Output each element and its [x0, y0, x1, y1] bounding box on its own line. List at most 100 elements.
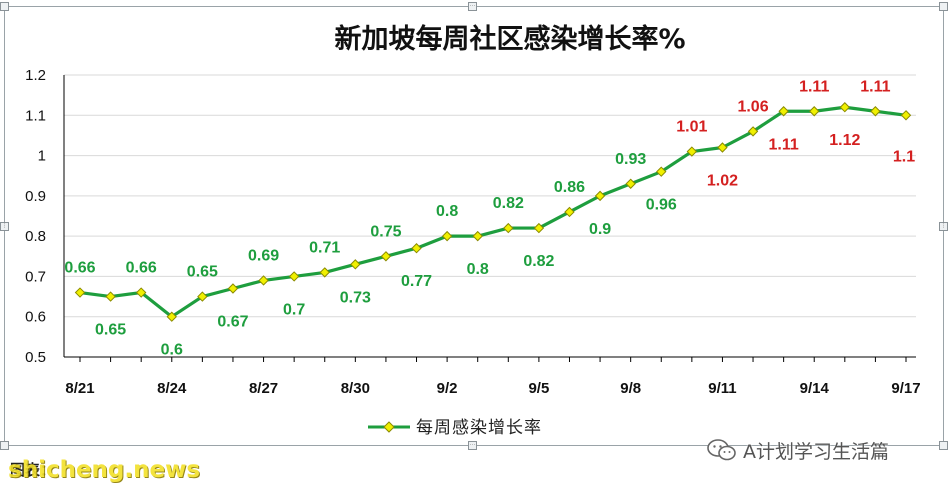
series-line-path [79, 105, 907, 319]
data-label: 1.1 [893, 148, 915, 165]
data-label: 0.86 [554, 179, 585, 196]
data-label: 0.75 [370, 223, 401, 240]
wechat-icon [707, 439, 736, 461]
resize-handle-top-right[interactable] [939, 2, 948, 11]
y-tick-label: 0.7 [25, 268, 46, 285]
data-label: 1.12 [829, 132, 860, 149]
data-point-marker [747, 126, 759, 137]
x-tick-labels: 8/21 8/24 8/27 8/30 9/2 9/5 9/8 9/11 9/14 9/17 [65, 380, 920, 397]
x-tick-label: 8/30 [341, 380, 370, 397]
data-point-marker [227, 283, 239, 294]
watermark-text: A计划学习生活篇 [743, 440, 889, 463]
data-label: 0.9 [589, 221, 611, 238]
data-label: 1.02 [707, 173, 738, 190]
data-label: 0.66 [126, 260, 157, 277]
data-point-marker [472, 230, 483, 242]
data-point-marker [74, 287, 86, 298]
x-tick-label: 8/27 [249, 380, 278, 397]
x-tick-label: 9/14 [800, 380, 830, 397]
data-label: 0.8 [467, 261, 489, 278]
data-point-marker [656, 166, 667, 177]
data-point-marker [594, 190, 606, 202]
data-point-marker [839, 102, 851, 113]
resize-handle-top-left[interactable] [0, 2, 9, 11]
y-tick-label: 0.9 [25, 188, 46, 205]
data-point-marker [258, 275, 269, 286]
data-label: 0.82 [493, 195, 524, 212]
y-tick-label: 1.2 [25, 67, 46, 84]
x-tick-label: 8/21 [65, 380, 94, 397]
gridlines [64, 74, 916, 318]
y-tick-label: 0.5 [25, 349, 46, 366]
source-label: 图表： [10, 461, 56, 479]
data-point-marker [809, 106, 820, 117]
legend-label: 每周感染增长率 [416, 418, 542, 438]
y-tick-label: 0.8 [25, 228, 46, 245]
axes [63, 75, 916, 362]
x-tick-label: 9/5 [528, 380, 549, 397]
data-label: 0.69 [248, 247, 279, 264]
data-point-marker [166, 311, 177, 322]
y-tick-labels: 0.5 0.6 0.7 0.8 0.9 1 1.1 1.2 [25, 67, 46, 366]
resize-handle-bottom-right[interactable] [939, 441, 948, 450]
x-tick-label: 8/24 [157, 380, 187, 397]
data-point-marker [135, 287, 147, 298]
data-label: 0.65 [187, 264, 218, 281]
data-point-marker [625, 178, 636, 189]
data-point-marker [319, 267, 330, 278]
data-point-marker [717, 142, 728, 153]
data-label: 0.66 [64, 260, 95, 277]
data-label: 0.73 [340, 289, 371, 306]
data-point-marker [564, 206, 575, 218]
resize-handle-bottom[interactable]: ··· [468, 441, 477, 450]
data-label: 1.11 [860, 78, 890, 95]
data-label: 1.06 [737, 98, 768, 115]
legend-marker-swatch [383, 421, 395, 433]
resize-handle-bottom-left[interactable] [0, 441, 9, 450]
data-point-marker [533, 222, 545, 234]
y-tick-label: 0.6 [25, 309, 46, 326]
data-label: 0.7 [283, 301, 305, 318]
x-tick-label: 9/11 [708, 380, 736, 397]
data-point-marker [350, 259, 361, 270]
data-point-marker [288, 271, 300, 282]
legend[interactable]: 每周感染增长率 [368, 418, 542, 438]
resize-handle-left[interactable]: ⋮ [0, 222, 9, 231]
resize-handle-top[interactable]: ··· [468, 2, 477, 11]
data-labels: 0.66 0.65 0.66 0.6 0.65 0.67 0.69 0.7 0.71 0.73 0.… [64, 78, 915, 358]
y-tick-label: 1.1 [25, 107, 46, 124]
data-label: 1.01 [676, 119, 707, 136]
chart-frame: ··· ··· ⋮ ⋮ [0, 2, 948, 450]
series-line [79, 105, 907, 319]
data-point-marker [778, 106, 789, 117]
y-tick-label: 1 [38, 148, 46, 165]
data-point-marker [503, 222, 514, 234]
data-point-marker [900, 110, 912, 121]
x-tick-label: 9/8 [620, 380, 641, 397]
data-label: 0.6 [161, 342, 183, 359]
data-label: 0.82 [523, 253, 554, 270]
x-tick-label: 9/17 [891, 380, 920, 397]
data-label: 0.93 [615, 151, 646, 168]
data-label: 1.11 [799, 78, 829, 95]
data-point-marker [870, 106, 881, 117]
series-markers [74, 102, 912, 322]
data-label: 0.65 [95, 322, 126, 339]
data-point-marker [380, 251, 392, 262]
data-label: 0.71 [309, 239, 340, 256]
resize-handle-right[interactable]: ⋮ [939, 222, 948, 231]
data-point-marker [441, 230, 453, 242]
data-label: 0.96 [646, 197, 677, 214]
x-tick-label: 9/2 [437, 380, 458, 397]
site-watermark: shicheng.news [8, 457, 201, 483]
data-point-marker [105, 291, 116, 302]
data-point-marker [411, 243, 422, 254]
wechat-watermark: A计划学习生活篇 [707, 436, 889, 464]
data-label: 1.11 [768, 136, 798, 153]
data-point-marker [197, 291, 208, 302]
data-label: 0.77 [401, 273, 432, 290]
data-label: 0.67 [217, 314, 248, 331]
data-point-marker [686, 146, 698, 157]
chart-title: 新加坡每周社区感染增长率% [334, 23, 685, 55]
